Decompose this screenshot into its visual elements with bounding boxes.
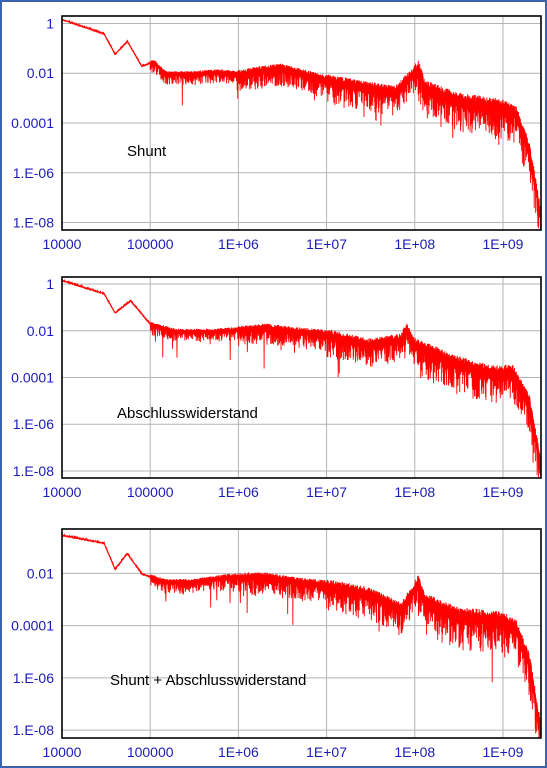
chart-panel-1: 10000 100000 1E+06 1E+07 1E+08 1E+09 1 0.01 0.00… <box>11 15 542 252</box>
plot-area-border <box>61 276 542 479</box>
x-tick-label: 1E+07 <box>306 484 347 500</box>
x-tick-label: 100000 <box>127 236 174 252</box>
y-tick-label: 1.E-08 <box>13 215 54 231</box>
y-tick-label: 1.E-06 <box>13 165 54 181</box>
x-tick-label: 100000 <box>127 484 174 500</box>
x-tick-label: 1E+09 <box>483 744 524 760</box>
chart-panel-2: 10000 100000 1E+06 1E+07 1E+08 1E+09 1 0.01 0.00… <box>11 276 542 500</box>
plot-area-border <box>61 15 542 231</box>
x-tick-label: 1E+06 <box>218 236 259 252</box>
y-tick-label: 0.01 <box>27 323 54 339</box>
y-tick-label: 0.0001 <box>11 618 54 634</box>
x-tick-label: 10000 <box>43 744 82 760</box>
plot-area-border <box>61 528 542 739</box>
y-tick-label: 0.0001 <box>11 370 54 386</box>
y-tick-label: 0.01 <box>27 65 54 81</box>
x-tick-label: 1E+08 <box>394 484 435 500</box>
panel-annotation: Abschlusswiderstand <box>117 405 258 422</box>
x-tick-label: 1E+08 <box>394 744 435 760</box>
x-tick-label: 1E+07 <box>306 744 347 760</box>
x-tick-label: 10000 <box>43 236 82 252</box>
y-tick-label: 1.E-08 <box>13 463 54 479</box>
series-line <box>62 18 541 230</box>
x-tick-label: 1E+09 <box>483 484 524 500</box>
y-tick-label: 1.E-08 <box>13 722 54 738</box>
y-tick-label: 1 <box>46 15 54 31</box>
x-tick-label: 1E+06 <box>218 484 259 500</box>
panel-annotation: Shunt + Abschlusswiderstand <box>110 672 306 689</box>
y-tick-label: 0.01 <box>27 565 54 581</box>
grid-lines <box>61 16 541 230</box>
x-tick-label: 10000 <box>43 484 82 500</box>
chart-panel-3: 10000 100000 1E+06 1E+07 1E+08 1E+09 0.01 0.000… <box>11 528 542 760</box>
series-line <box>62 533 541 738</box>
x-tick-label: 1E+09 <box>483 236 524 252</box>
panel-annotation: Shunt <box>127 143 167 160</box>
grid-lines <box>61 277 541 478</box>
y-tick-label: 1 <box>46 276 54 292</box>
y-tick-label: 0.0001 <box>11 115 54 131</box>
series-line <box>62 278 541 478</box>
x-tick-label: 100000 <box>127 744 174 760</box>
x-tick-label: 1E+07 <box>306 236 347 252</box>
x-tick-label: 1E+08 <box>394 236 435 252</box>
y-tick-label: 1.E-06 <box>13 416 54 432</box>
x-tick-label: 1E+06 <box>218 744 259 760</box>
grid-lines <box>61 529 541 738</box>
y-tick-label: 1.E-06 <box>13 670 54 686</box>
